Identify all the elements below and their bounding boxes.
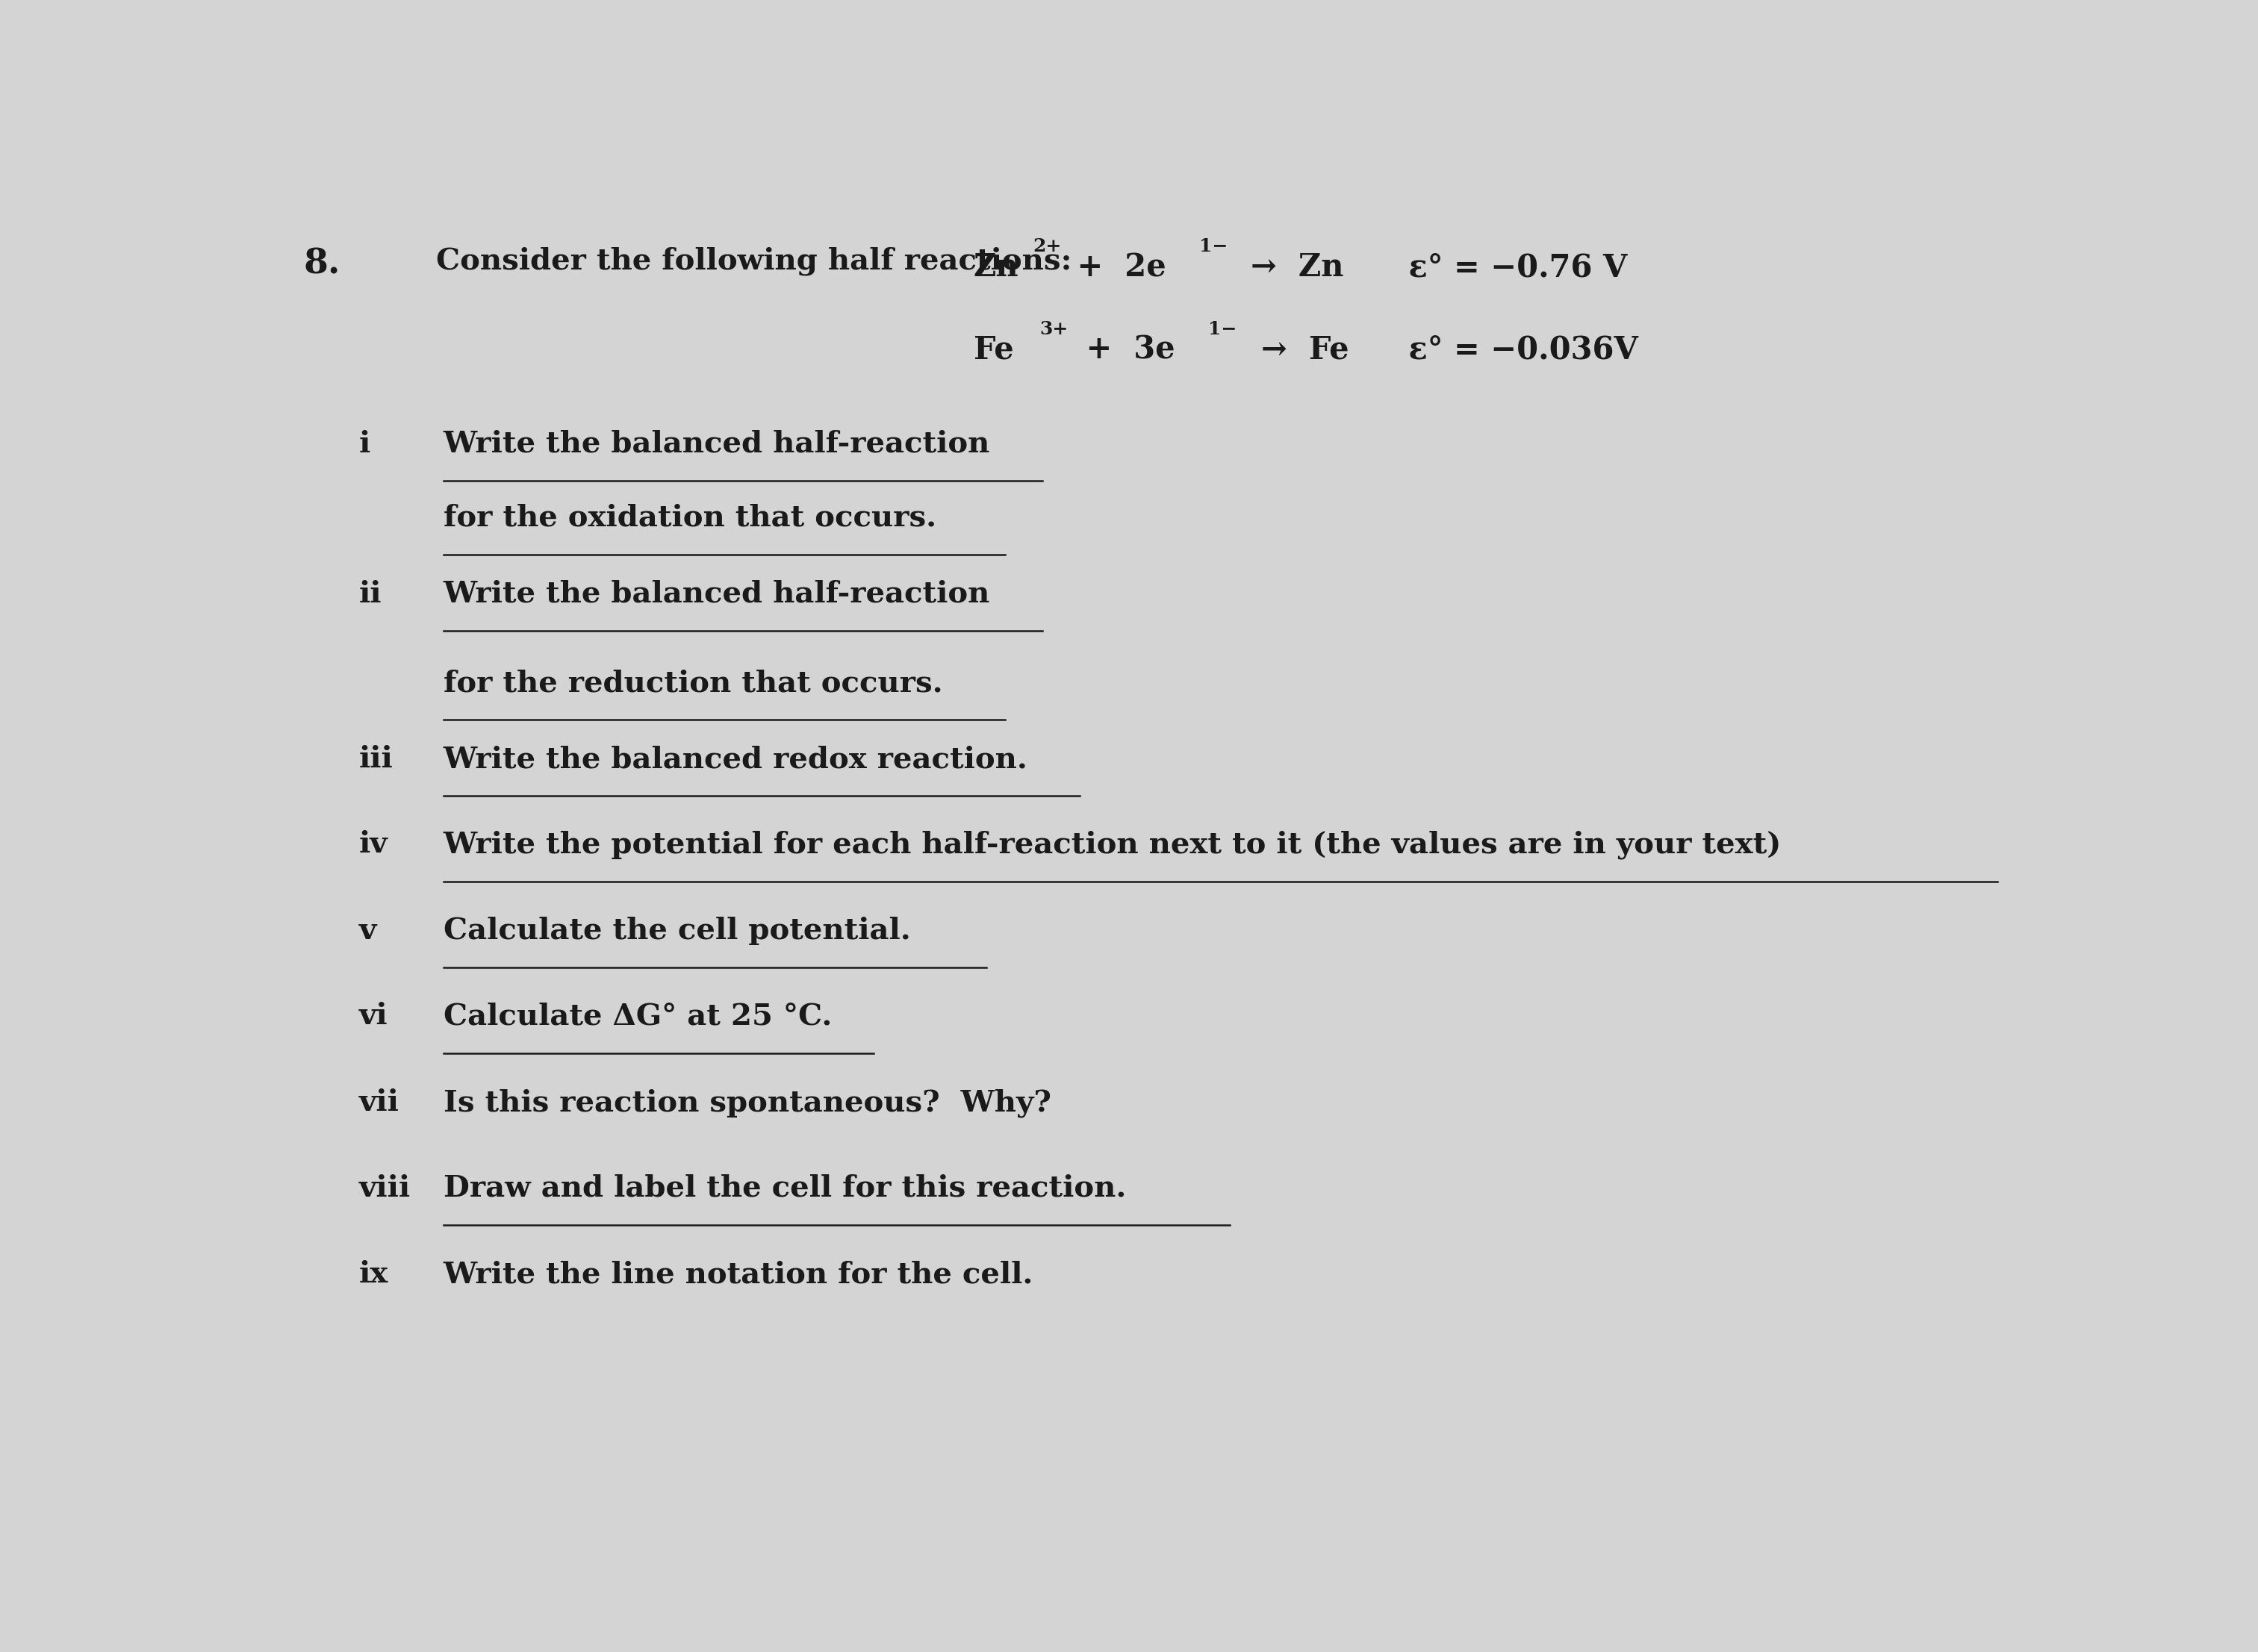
Text: 3+: 3+ [1041,320,1068,339]
Text: ε° = −0.76 V: ε° = −0.76 V [1375,251,1628,282]
Text: Draw and label the cell for this reaction.: Draw and label the cell for this reactio… [443,1175,1127,1203]
Text: Calculate ΔG° at 25 °C.: Calculate ΔG° at 25 °C. [443,1003,831,1031]
Text: Calculate the cell potential.: Calculate the cell potential. [443,917,910,945]
Text: 8.: 8. [303,246,341,281]
Text: 2+: 2+ [1032,238,1061,256]
Text: Consider the following half reactions:: Consider the following half reactions: [436,246,1073,276]
Text: for the reduction that occurs.: for the reduction that occurs. [443,669,942,697]
Text: 1−: 1− [1199,238,1228,256]
Text: vii: vii [359,1089,400,1117]
Text: for the oxidation that occurs.: for the oxidation that occurs. [443,504,937,532]
Text: →  Zn: → Zn [1228,251,1344,282]
Text: 1−: 1− [1208,320,1237,339]
Text: Write the potential for each half-reaction next to it (the values are in your te: Write the potential for each half-reacti… [443,831,1782,859]
Text: vi: vi [359,1003,388,1031]
Text: ix: ix [359,1260,388,1289]
Text: v: v [359,917,377,945]
Text: Write the balanced half-reaction: Write the balanced half-reaction [443,430,989,458]
Text: +  2e: + 2e [1066,251,1165,282]
Text: ii: ii [359,580,382,608]
Text: iv: iv [359,831,388,859]
Text: ε° = −0.036V: ε° = −0.036V [1375,334,1637,365]
Text: Zn: Zn [973,251,1018,282]
Text: →  Fe: → Fe [1240,334,1348,365]
Text: Write the balanced half-reaction: Write the balanced half-reaction [443,580,989,608]
Text: iii: iii [359,745,393,773]
Text: +  3e: + 3e [1075,334,1174,365]
Text: Fe: Fe [973,334,1014,365]
Text: Is this reaction spontaneous?  Why?: Is this reaction spontaneous? Why? [443,1089,1050,1117]
Text: Write the balanced redox reaction.: Write the balanced redox reaction. [443,745,1027,773]
Text: i: i [359,430,370,458]
Text: Write the line notation for the cell.: Write the line notation for the cell. [443,1260,1034,1289]
Text: viii: viii [359,1175,411,1203]
